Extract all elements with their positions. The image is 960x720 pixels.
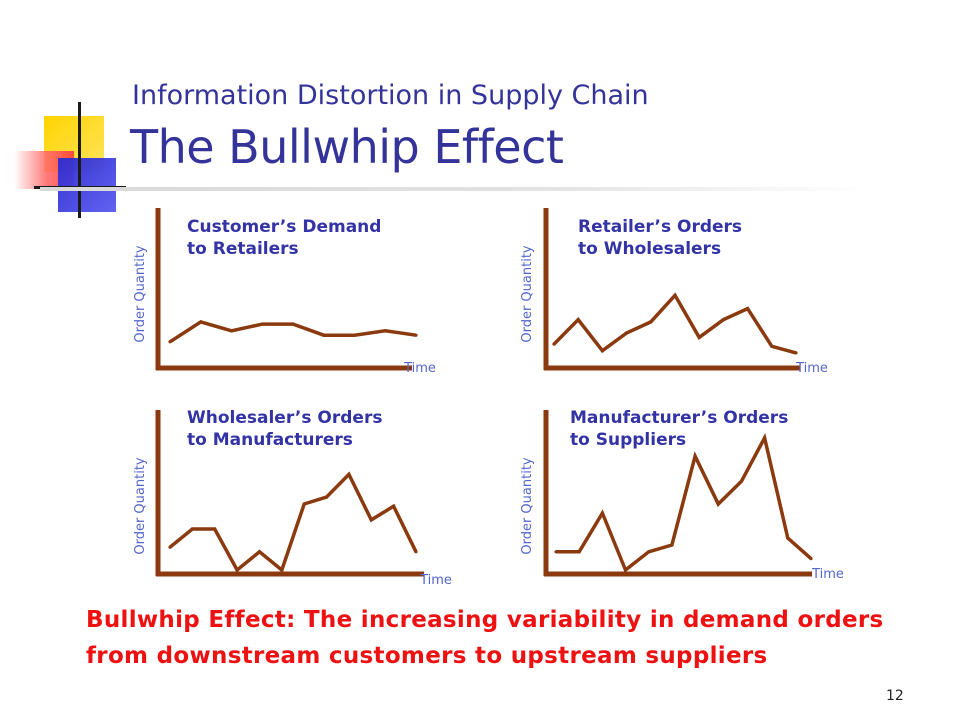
- chart-2-point-6: [673, 293, 677, 297]
- chart-3-point-6: [280, 568, 284, 572]
- chart-4-ylabel: Order Quantity: [520, 457, 535, 555]
- chart-2-point-8: [721, 318, 726, 322]
- chart-4-point-4: [623, 568, 628, 572]
- chart-3-point-5: [257, 550, 262, 554]
- chart-1-ylabel: Order Quantity: [133, 245, 148, 343]
- chart-4-point-11: [786, 536, 790, 540]
- chart-3-point-12: [414, 550, 418, 554]
- chart-2-point-11: [794, 351, 798, 355]
- slide-title: The Bullwhip Effect: [130, 120, 564, 174]
- chart-1-point-9: [414, 333, 418, 337]
- chart-4-point-9: [739, 479, 744, 483]
- chart-1-point-8: [383, 329, 387, 333]
- chart-4-point-10: [763, 436, 767, 440]
- chart-3-title: Wholesaler’s Orders to Manufacturers: [187, 408, 382, 450]
- chart-2-title: Retailer’s Orders to Wholesalers: [578, 217, 742, 259]
- bullwhip-caption: Bullwhip Effect: The increasing variabil…: [86, 607, 884, 669]
- chart-1-title-line-1: Customer’s Demand: [187, 217, 381, 237]
- chart-4-point-6: [670, 543, 674, 547]
- chart-2-point-4: [625, 331, 629, 335]
- chart-3-title-line-1: Wholesaler’s Orders: [187, 408, 382, 428]
- chart-2-point-1: [552, 342, 556, 346]
- corner-square-blue: [58, 158, 116, 212]
- chart-4-point-3: [600, 511, 605, 515]
- chart-3-point-7: [302, 502, 306, 506]
- chart-1-point-3: [229, 329, 234, 333]
- chart-4-point-5: [647, 550, 651, 554]
- chart-1-xlabel: Time: [403, 361, 436, 376]
- corner-line-vertical: [78, 102, 81, 218]
- chart-4-title-line-2: to Suppliers: [570, 430, 686, 450]
- page-number: 12: [886, 688, 904, 704]
- chart-3-point-10: [369, 518, 373, 522]
- chart-2-title-line-1: Retailer’s Orders: [578, 217, 742, 237]
- chart-3-title-line-2: to Manufacturers: [187, 430, 353, 450]
- chart-3-ylabel: Order Quantity: [133, 457, 148, 555]
- chart-4-series-line: [556, 432, 813, 573]
- chart-2-point-2: [576, 318, 580, 322]
- chart-4-point-7: [693, 454, 697, 458]
- chart-3-point-4: [235, 568, 239, 572]
- chart-4-point-2: [577, 550, 581, 554]
- chart-1-point-6: [322, 333, 326, 337]
- chart-3-point-2: [190, 527, 194, 531]
- chart-2-xlabel: Time: [795, 361, 828, 376]
- chart-1-point-4: [260, 322, 264, 326]
- chart-4-point-12: [809, 557, 813, 561]
- chart-3-point-1: [168, 545, 172, 549]
- chart-1-title-line-2: to Retailers: [187, 239, 299, 259]
- chart-3-point-11: [392, 504, 396, 508]
- chart-2-point-5: [649, 320, 653, 324]
- chart-1-point-2: [199, 320, 203, 324]
- chart-1-point-1: [168, 340, 172, 344]
- title-underline: [40, 187, 870, 191]
- chart-2-title-line-2: to Wholesalers: [578, 239, 721, 259]
- chart-3-xlabel: Time: [419, 573, 452, 588]
- chart-2-point-10: [770, 344, 774, 348]
- chart-4-point-8: [716, 502, 720, 506]
- chart-3-point-3: [213, 527, 217, 531]
- chart-1-title: Customer’s Demand to Retailers: [187, 217, 381, 259]
- chart-4-title-line-1: Manufacturer’s Orders: [570, 408, 788, 428]
- chart-4-title: Manufacturer’s Orders to Suppliers: [570, 408, 788, 450]
- chart-1-point-5: [291, 322, 295, 326]
- chart-3-point-9: [347, 472, 351, 476]
- chart-2-series-line: [552, 292, 797, 355]
- slide-subtitle: Information Distortion in Supply Chain: [132, 80, 649, 111]
- chart-4-point-1: [554, 550, 558, 554]
- chart-2-point-3: [600, 349, 605, 353]
- chart-3-point-8: [324, 495, 329, 499]
- chart-1-point-7: [352, 333, 357, 337]
- chart-4-xlabel: Time: [811, 567, 844, 582]
- chart-2-point-7: [697, 335, 701, 339]
- chart-2-point-9: [746, 307, 750, 311]
- chart-2-ylabel: Order Quantity: [520, 245, 535, 343]
- chart-3-series-line: [168, 471, 418, 573]
